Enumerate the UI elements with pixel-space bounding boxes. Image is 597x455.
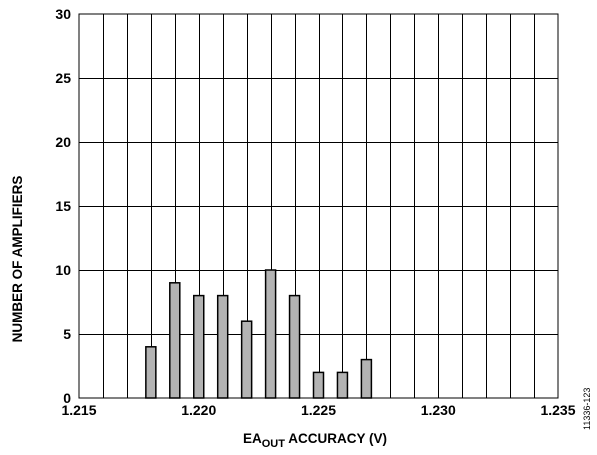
y-tick-label: 25 (55, 70, 71, 86)
y-tick-label: 0 (63, 390, 71, 406)
x-axis-label-main: EA (243, 431, 262, 446)
histogram-bar (169, 282, 181, 399)
histogram-bar (360, 358, 373, 399)
y-tick-labels: 0 5 10 15 20 25 30 (55, 6, 71, 406)
x-tick-label: 1.230 (421, 402, 456, 418)
y-tick-label: 20 (55, 134, 71, 150)
histogram-bar (336, 371, 349, 399)
plot-frame (78, 13, 559, 399)
histogram-bar (312, 371, 325, 399)
histogram-bar (264, 269, 277, 399)
x-axis-label: EAOUT ACCURACY (V) (243, 431, 387, 450)
x-axis-label-rest: ACCURACY (V) (285, 431, 387, 446)
histogram-bar (193, 294, 205, 399)
x-axis-label-subscript: OUT (262, 438, 286, 450)
grid-lines (79, 14, 558, 398)
y-axis-label: NUMBER OF AMPLIFIERS (10, 176, 25, 343)
x-tick-label: 1.235 (540, 402, 575, 418)
histogram-bar (240, 320, 253, 399)
y-tick-label: 5 (63, 326, 71, 342)
histogram-bar (216, 294, 229, 399)
histogram-bar (145, 346, 157, 399)
x-tick-label: 1.220 (181, 402, 216, 418)
y-tick-label: 10 (55, 262, 71, 278)
x-tick-label: 1.215 (61, 402, 96, 418)
y-tick-label: 30 (55, 6, 71, 22)
histogram-bar (288, 294, 301, 399)
x-tick-labels: 1.215 1.220 1.225 1.230 1.235 (61, 402, 575, 418)
figure-id: 11336-123 (582, 388, 592, 430)
x-tick-label: 1.225 (301, 402, 336, 418)
y-tick-label: 15 (55, 198, 71, 214)
